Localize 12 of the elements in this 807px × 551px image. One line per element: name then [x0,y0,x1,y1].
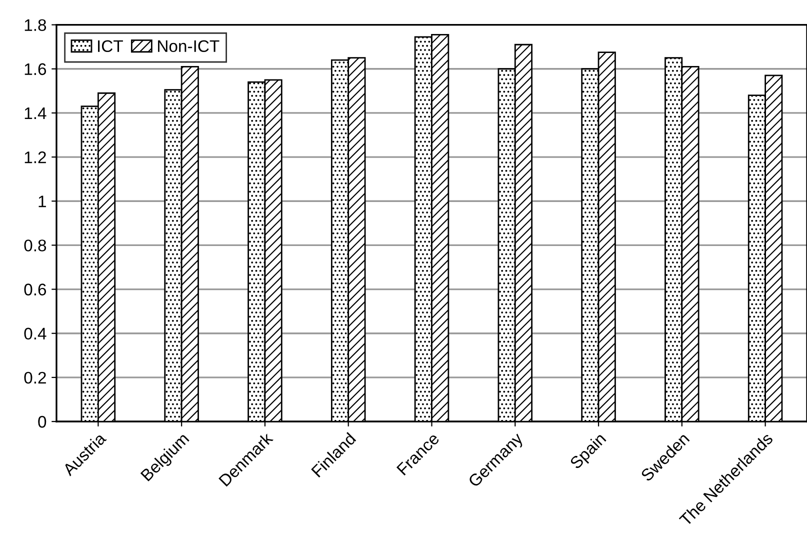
y-tick-label: 1.6 [24,63,46,76]
y-tick-label: 0.8 [24,240,46,252]
y-tick-label: 0.6 [24,284,46,296]
y-tick-label: 1.4 [24,108,46,119]
y-tick-label: 0 [38,416,46,428]
y-tick-label: 0.4 [24,328,46,340]
y-tick-label: 0.2 [24,372,46,384]
legend-label: ICT [98,40,123,52]
legend-label: Non-ICT [158,40,220,52]
y-tick-label: 1.2 [24,151,46,164]
y-tick-label: 1.8 [24,19,46,31]
y-tick-label: 1 [38,196,46,208]
